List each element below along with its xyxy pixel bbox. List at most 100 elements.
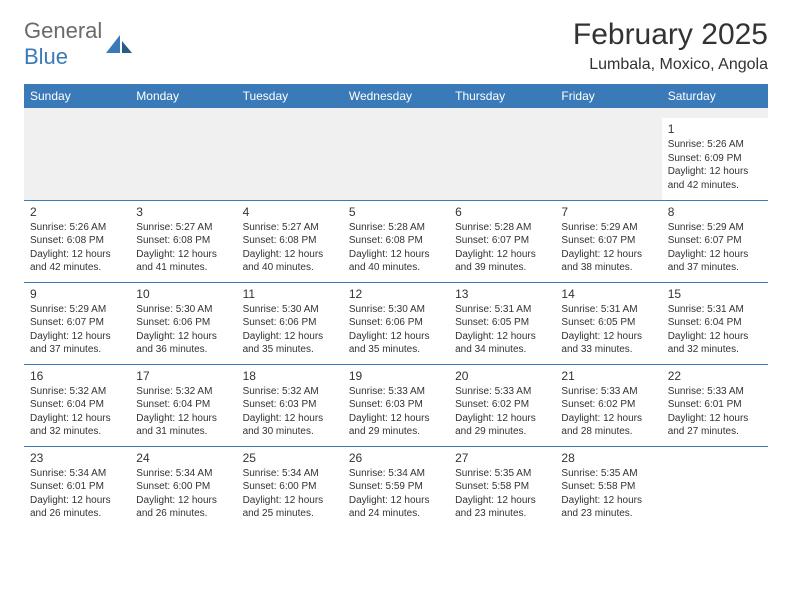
sunrise-line: Sunrise: 5:26 AM <box>668 138 762 152</box>
day-cell: 28Sunrise: 5:35 AMSunset: 5:58 PMDayligh… <box>555 446 661 528</box>
day-number: 15 <box>668 286 762 302</box>
day-number: 20 <box>455 368 549 384</box>
sunset-line: Sunset: 5:58 PM <box>561 480 655 494</box>
daylight-line: Daylight: 12 hours and 42 minutes. <box>668 165 762 192</box>
day-number: 8 <box>668 204 762 220</box>
day-cell: 4Sunrise: 5:27 AMSunset: 6:08 PMDaylight… <box>237 200 343 282</box>
day-cell: 11Sunrise: 5:30 AMSunset: 6:06 PMDayligh… <box>237 282 343 364</box>
day-cell <box>449 118 555 200</box>
col-saturday: Saturday <box>662 84 768 108</box>
sunset-line: Sunset: 6:08 PM <box>30 234 124 248</box>
sunrise-line: Sunrise: 5:34 AM <box>349 467 443 481</box>
day-cell: 21Sunrise: 5:33 AMSunset: 6:02 PMDayligh… <box>555 364 661 446</box>
day-cell: 1Sunrise: 5:26 AMSunset: 6:09 PMDaylight… <box>662 118 768 200</box>
day-cell <box>24 118 130 200</box>
sunrise-line: Sunrise: 5:29 AM <box>561 221 655 235</box>
calendar-table: Sunday Monday Tuesday Wednesday Thursday… <box>24 84 768 528</box>
week-row: 23Sunrise: 5:34 AMSunset: 6:01 PMDayligh… <box>24 446 768 528</box>
day-cell <box>130 118 236 200</box>
sunset-line: Sunset: 6:07 PM <box>455 234 549 248</box>
title-block: February 2025 Lumbala, Moxico, Angola <box>573 18 768 74</box>
sunset-line: Sunset: 6:04 PM <box>136 398 230 412</box>
sunset-line: Sunset: 6:09 PM <box>668 152 762 166</box>
day-cell: 14Sunrise: 5:31 AMSunset: 6:05 PMDayligh… <box>555 282 661 364</box>
week-row: 2Sunrise: 5:26 AMSunset: 6:08 PMDaylight… <box>24 200 768 282</box>
daylight-line: Daylight: 12 hours and 41 minutes. <box>136 248 230 275</box>
daylight-line: Daylight: 12 hours and 30 minutes. <box>243 412 337 439</box>
sunset-line: Sunset: 6:03 PM <box>349 398 443 412</box>
day-cell: 17Sunrise: 5:32 AMSunset: 6:04 PMDayligh… <box>130 364 236 446</box>
day-number: 19 <box>349 368 443 384</box>
day-number: 17 <box>136 368 230 384</box>
daylight-line: Daylight: 12 hours and 36 minutes. <box>136 330 230 357</box>
sunset-line: Sunset: 6:04 PM <box>30 398 124 412</box>
col-sunday: Sunday <box>24 84 130 108</box>
daylight-line: Daylight: 12 hours and 24 minutes. <box>349 494 443 521</box>
day-cell: 25Sunrise: 5:34 AMSunset: 6:00 PMDayligh… <box>237 446 343 528</box>
day-header-row: Sunday Monday Tuesday Wednesday Thursday… <box>24 84 768 108</box>
sunrise-line: Sunrise: 5:30 AM <box>349 303 443 317</box>
col-monday: Monday <box>130 84 236 108</box>
daylight-line: Daylight: 12 hours and 32 minutes. <box>668 330 762 357</box>
day-number: 13 <box>455 286 549 302</box>
sunset-line: Sunset: 6:07 PM <box>561 234 655 248</box>
week-row: 16Sunrise: 5:32 AMSunset: 6:04 PMDayligh… <box>24 364 768 446</box>
week-row: 9Sunrise: 5:29 AMSunset: 6:07 PMDaylight… <box>24 282 768 364</box>
day-number: 2 <box>30 204 124 220</box>
day-number: 1 <box>668 121 762 137</box>
daylight-line: Daylight: 12 hours and 25 minutes. <box>243 494 337 521</box>
sunset-line: Sunset: 6:06 PM <box>349 316 443 330</box>
day-number: 4 <box>243 204 337 220</box>
sunrise-line: Sunrise: 5:33 AM <box>668 385 762 399</box>
logo: General Blue <box>24 18 134 70</box>
day-cell: 2Sunrise: 5:26 AMSunset: 6:08 PMDaylight… <box>24 200 130 282</box>
sunset-line: Sunset: 6:06 PM <box>243 316 337 330</box>
sunset-line: Sunset: 6:05 PM <box>455 316 549 330</box>
daylight-line: Daylight: 12 hours and 27 minutes. <box>668 412 762 439</box>
daylight-line: Daylight: 12 hours and 26 minutes. <box>30 494 124 521</box>
daylight-line: Daylight: 12 hours and 31 minutes. <box>136 412 230 439</box>
daylight-line: Daylight: 12 hours and 29 minutes. <box>455 412 549 439</box>
sunrise-line: Sunrise: 5:34 AM <box>243 467 337 481</box>
daylight-line: Daylight: 12 hours and 38 minutes. <box>561 248 655 275</box>
sunrise-line: Sunrise: 5:31 AM <box>455 303 549 317</box>
month-title: February 2025 <box>573 18 768 52</box>
day-number: 25 <box>243 450 337 466</box>
sunrise-line: Sunrise: 5:35 AM <box>455 467 549 481</box>
location: Lumbala, Moxico, Angola <box>573 56 768 74</box>
daylight-line: Daylight: 12 hours and 35 minutes. <box>243 330 337 357</box>
sunrise-line: Sunrise: 5:32 AM <box>30 385 124 399</box>
day-cell: 12Sunrise: 5:30 AMSunset: 6:06 PMDayligh… <box>343 282 449 364</box>
sunrise-line: Sunrise: 5:30 AM <box>243 303 337 317</box>
day-cell: 7Sunrise: 5:29 AMSunset: 6:07 PMDaylight… <box>555 200 661 282</box>
day-cell: 19Sunrise: 5:33 AMSunset: 6:03 PMDayligh… <box>343 364 449 446</box>
col-tuesday: Tuesday <box>237 84 343 108</box>
sail-icon <box>106 35 134 53</box>
daylight-line: Daylight: 12 hours and 35 minutes. <box>349 330 443 357</box>
day-number: 27 <box>455 450 549 466</box>
sunrise-line: Sunrise: 5:27 AM <box>136 221 230 235</box>
sunrise-line: Sunrise: 5:33 AM <box>561 385 655 399</box>
calendar-body: 1Sunrise: 5:26 AMSunset: 6:09 PMDaylight… <box>24 108 768 528</box>
sunrise-line: Sunrise: 5:29 AM <box>30 303 124 317</box>
daylight-line: Daylight: 12 hours and 37 minutes. <box>30 330 124 357</box>
sunset-line: Sunset: 6:05 PM <box>561 316 655 330</box>
sunset-line: Sunset: 6:01 PM <box>30 480 124 494</box>
day-number: 28 <box>561 450 655 466</box>
day-cell: 5Sunrise: 5:28 AMSunset: 6:08 PMDaylight… <box>343 200 449 282</box>
day-number: 10 <box>136 286 230 302</box>
sunset-line: Sunset: 6:06 PM <box>136 316 230 330</box>
sunrise-line: Sunrise: 5:28 AM <box>455 221 549 235</box>
day-cell: 13Sunrise: 5:31 AMSunset: 6:05 PMDayligh… <box>449 282 555 364</box>
day-cell: 6Sunrise: 5:28 AMSunset: 6:07 PMDaylight… <box>449 200 555 282</box>
sunset-line: Sunset: 6:08 PM <box>243 234 337 248</box>
day-number: 18 <box>243 368 337 384</box>
sunrise-line: Sunrise: 5:34 AM <box>30 467 124 481</box>
col-thursday: Thursday <box>449 84 555 108</box>
day-number: 14 <box>561 286 655 302</box>
day-number: 12 <box>349 286 443 302</box>
logo-word-2: Blue <box>24 44 68 69</box>
daylight-line: Daylight: 12 hours and 39 minutes. <box>455 248 549 275</box>
day-cell: 10Sunrise: 5:30 AMSunset: 6:06 PMDayligh… <box>130 282 236 364</box>
day-cell: 18Sunrise: 5:32 AMSunset: 6:03 PMDayligh… <box>237 364 343 446</box>
